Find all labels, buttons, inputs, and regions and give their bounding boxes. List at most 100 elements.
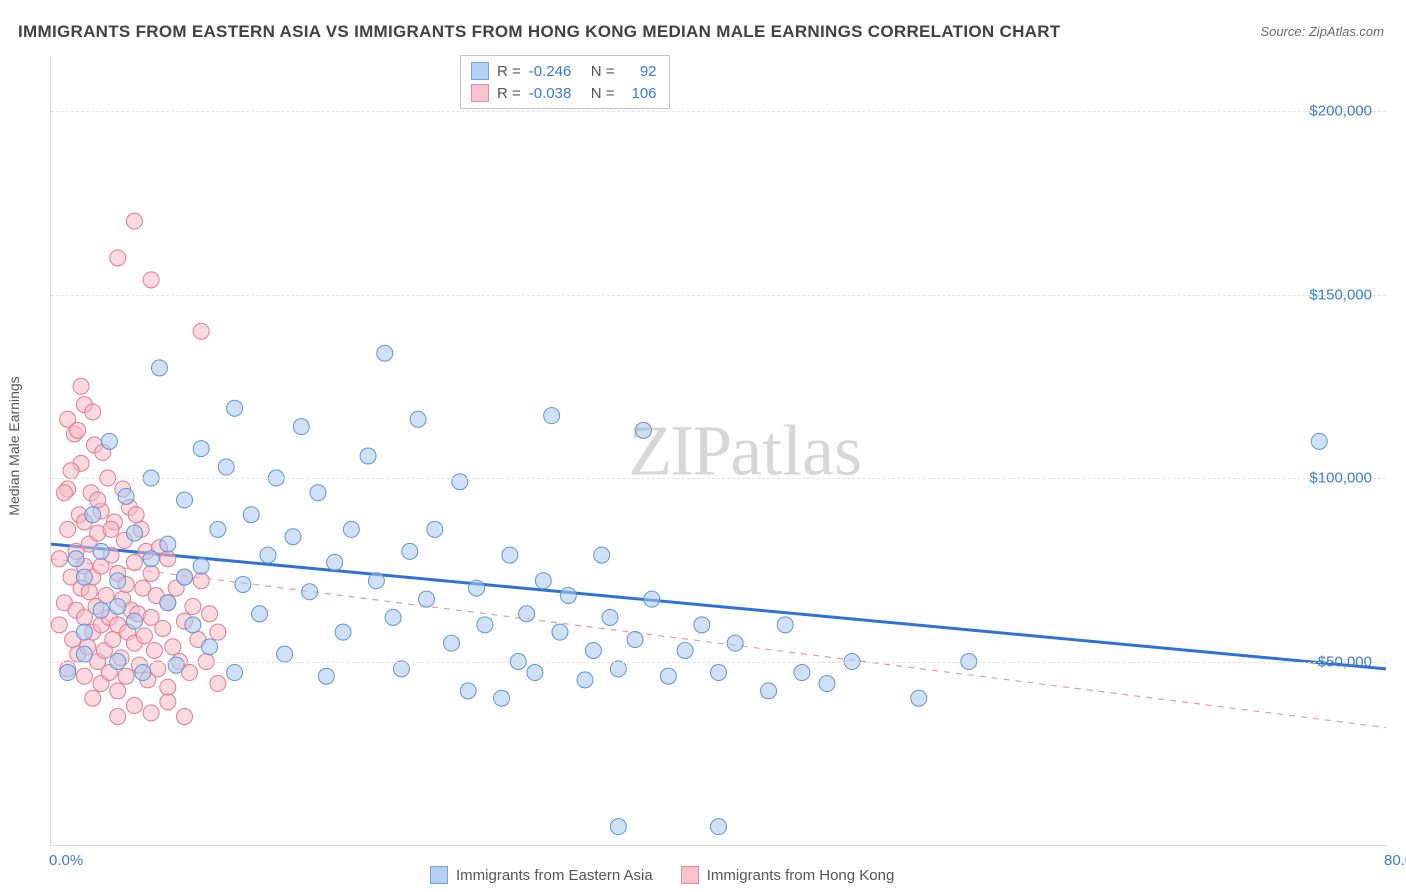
data-point — [660, 668, 676, 684]
data-point — [227, 400, 243, 416]
data-point — [402, 543, 418, 559]
source-attribution: Source: ZipAtlas.com — [1260, 24, 1384, 39]
data-point — [243, 507, 259, 523]
gridline — [51, 478, 1386, 479]
gridline — [51, 111, 1386, 112]
data-point — [285, 529, 301, 545]
r-label: R = — [497, 63, 521, 80]
data-point — [81, 584, 97, 600]
data-point — [335, 624, 351, 640]
data-point — [70, 422, 86, 438]
correlation-legend: R =-0.246N =92R =-0.038N =106 — [460, 55, 670, 109]
data-point — [535, 573, 551, 589]
data-point — [627, 631, 643, 647]
data-point — [494, 690, 510, 706]
data-point — [761, 683, 777, 699]
data-point — [177, 569, 193, 585]
data-point — [118, 668, 134, 684]
data-point — [118, 488, 134, 504]
data-point — [544, 408, 560, 424]
data-point — [585, 643, 601, 659]
data-point — [135, 665, 151, 681]
series-legend: Immigrants from Eastern Asia Immigrants f… — [430, 866, 894, 884]
data-point — [360, 448, 376, 464]
data-point — [602, 609, 618, 625]
data-point — [177, 492, 193, 508]
data-point — [527, 665, 543, 681]
data-point — [90, 492, 106, 508]
n-value: 92 — [623, 63, 657, 80]
data-point — [794, 665, 810, 681]
data-point — [60, 521, 76, 537]
data-point — [210, 624, 226, 640]
data-point — [427, 521, 443, 537]
data-point — [160, 595, 176, 611]
y-tick-label: $200,000 — [1309, 103, 1372, 120]
data-point — [477, 617, 493, 633]
legend-label: Immigrants from Eastern Asia — [456, 867, 653, 884]
y-tick-label: $150,000 — [1309, 286, 1372, 303]
data-point — [76, 624, 92, 640]
data-point — [519, 606, 535, 622]
data-point — [560, 587, 576, 603]
data-point — [385, 609, 401, 625]
data-point — [911, 690, 927, 706]
data-point — [202, 606, 218, 622]
data-point — [160, 536, 176, 552]
source-label: Source: — [1260, 24, 1305, 39]
chart-svg — [51, 56, 1386, 845]
data-point — [73, 378, 89, 394]
data-point — [193, 441, 209, 457]
correlation-row: R =-0.038N =106 — [471, 82, 657, 104]
data-point — [193, 323, 209, 339]
data-point — [552, 624, 568, 640]
data-point — [610, 661, 626, 677]
data-point — [85, 690, 101, 706]
data-point — [56, 485, 72, 501]
data-point — [260, 547, 276, 563]
data-point — [143, 705, 159, 721]
data-point — [444, 635, 460, 651]
data-point — [393, 661, 409, 677]
data-point — [101, 433, 117, 449]
legend-label: Immigrants from Hong Kong — [707, 867, 895, 884]
n-label: N = — [591, 85, 615, 102]
data-point — [51, 617, 67, 633]
data-point — [155, 620, 171, 636]
data-point — [452, 474, 468, 490]
data-point — [202, 639, 218, 655]
data-point — [105, 631, 121, 647]
legend-swatch — [430, 866, 448, 884]
r-label: R = — [497, 85, 521, 102]
chart-title: IMMIGRANTS FROM EASTERN ASIA VS IMMIGRAN… — [18, 22, 1060, 42]
data-point — [302, 584, 318, 600]
trend-line — [51, 544, 1386, 669]
data-point — [160, 694, 176, 710]
n-value: 106 — [623, 85, 657, 102]
legend-item: Immigrants from Eastern Asia — [430, 866, 653, 884]
y-axis-label: Median Male Earnings — [6, 376, 22, 515]
y-tick-label: $100,000 — [1309, 470, 1372, 487]
data-point — [126, 698, 142, 714]
data-point — [377, 345, 393, 361]
correlation-row: R =-0.246N =92 — [471, 60, 657, 82]
data-point — [168, 657, 184, 673]
y-tick-label: $50,000 — [1318, 653, 1372, 670]
data-point — [76, 569, 92, 585]
data-point — [51, 551, 67, 567]
data-point — [143, 565, 159, 581]
data-point — [60, 665, 76, 681]
data-point — [110, 683, 126, 699]
data-point — [110, 598, 126, 614]
data-point — [185, 617, 201, 633]
data-point — [110, 573, 126, 589]
data-point — [185, 598, 201, 614]
data-point — [126, 213, 142, 229]
data-point — [711, 819, 727, 835]
gridline — [51, 295, 1386, 296]
data-point — [727, 635, 743, 651]
data-point — [143, 272, 159, 288]
data-point — [126, 613, 142, 629]
data-point — [68, 551, 84, 567]
data-point — [677, 643, 693, 659]
